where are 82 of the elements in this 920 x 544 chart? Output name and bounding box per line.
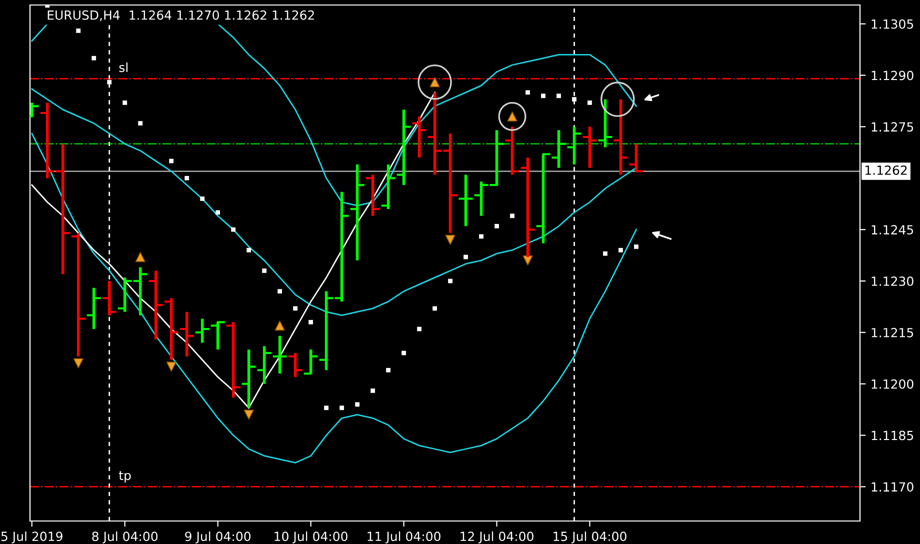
candlestick: [412, 115, 426, 159]
point: [166, 362, 176, 372]
point: [510, 214, 514, 218]
point: [494, 224, 499, 228]
y-tick-label: 1.1245: [872, 225, 914, 234]
candlestick: [86, 286, 101, 330]
point: [370, 388, 375, 393]
point: [634, 244, 638, 249]
point: [122, 100, 128, 105]
candlestick: [195, 317, 210, 344]
candlestick: [458, 173, 473, 228]
point: [618, 248, 623, 252]
point: [231, 227, 236, 232]
point: [200, 196, 205, 201]
candlestick: [304, 348, 318, 375]
candlestick: [164, 296, 178, 362]
point: [556, 94, 561, 98]
y-tick-label: 1.1185: [872, 430, 914, 440]
x-tick-label: 9 Jul 04:00: [185, 531, 250, 544]
point: [572, 97, 576, 102]
point: [479, 234, 484, 239]
point: [448, 278, 452, 284]
candlestick: [148, 269, 163, 341]
point: [92, 56, 96, 60]
candlestick: [598, 98, 612, 149]
point: [417, 326, 422, 332]
point: [603, 251, 608, 256]
y-tick-label: 1.1200: [872, 379, 914, 389]
x-tick-label: 5 Jul 2019: [1, 531, 62, 544]
point: [432, 306, 437, 311]
candlestick: [474, 180, 488, 218]
candlestick: [257, 344, 272, 386]
point: [340, 406, 344, 410]
x-tick-label: 12 Jul 04:00: [460, 531, 534, 544]
point: [324, 406, 328, 410]
y-tick-label: 1.1290: [872, 70, 914, 80]
point: [402, 350, 406, 356]
y-tick-label: 1.1305: [872, 19, 914, 29]
point: [244, 410, 254, 420]
point: [293, 306, 298, 311]
point: [308, 320, 313, 324]
x-tick-label: 10 Jul 04:00: [274, 531, 348, 544]
candlestick: [629, 142, 644, 173]
candlestick: [102, 280, 116, 317]
x-tick-label: 11 Jul 04:00: [368, 531, 440, 544]
chart-title: EURUSD,H4 1.1264 1.1270 1.1262 1.1262: [48, 10, 314, 22]
point: [526, 90, 530, 95]
point: [216, 210, 220, 215]
candlestick: [210, 320, 225, 351]
point: [138, 121, 143, 126]
candlestick: [71, 232, 86, 358]
point: [278, 289, 282, 294]
point: [107, 80, 112, 84]
candlestick: [272, 334, 287, 375]
y-tick-label: 1.1230: [872, 276, 914, 286]
point: [464, 254, 468, 260]
point: [445, 234, 456, 245]
point: [522, 255, 533, 266]
point: [246, 248, 252, 252]
point: [588, 100, 592, 105]
point: [169, 158, 174, 164]
y-tick-label: 1.1170: [872, 482, 914, 492]
y-tick-label: 1.1275: [872, 122, 914, 132]
point: [73, 358, 84, 368]
candlestick: [180, 310, 194, 358]
candlestick: [288, 352, 302, 378]
x-tick-label: 8 Jul 04:00: [92, 531, 158, 544]
point: [184, 176, 190, 180]
ref-line-label: sl: [119, 62, 128, 72]
ref-line-label: 1.1262: [866, 165, 907, 175]
y-tick-label: 1.1215: [872, 328, 914, 338]
line-series: [31, 132, 637, 464]
candlestick: [242, 348, 256, 410]
point: [386, 368, 390, 372]
candlestick: [567, 125, 582, 166]
point: [355, 402, 360, 407]
point: [262, 268, 267, 273]
candlestick: [582, 125, 597, 170]
point: [541, 94, 546, 98]
point: [76, 28, 81, 33]
ref-line-label: tp: [118, 471, 131, 483]
x-tick-label: 15 Jul 04:00: [554, 531, 626, 544]
